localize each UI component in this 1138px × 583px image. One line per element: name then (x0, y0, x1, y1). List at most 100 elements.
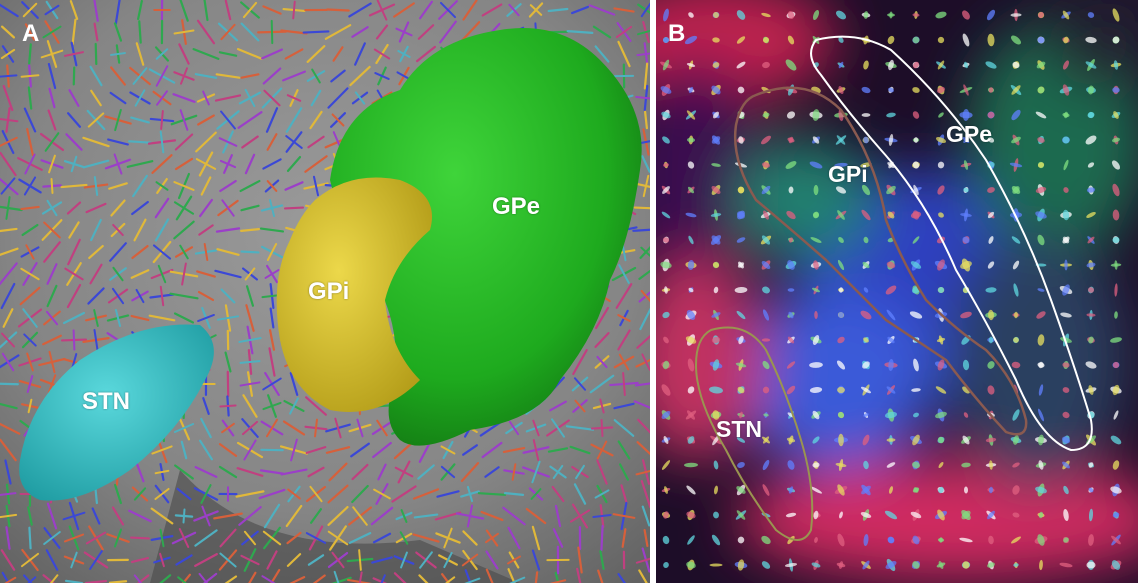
tensor-glyph (48, 350, 56, 374)
tensor-glyph (20, 552, 40, 568)
odf-glyph (686, 309, 696, 321)
odf-glyph (1088, 508, 1094, 522)
odf-glyph (938, 112, 944, 118)
odf-glyph (1037, 288, 1045, 292)
odf-glyph (1012, 485, 1020, 495)
odf-glyph (960, 261, 972, 269)
odf-glyph (913, 487, 919, 493)
odf-glyph (835, 10, 847, 20)
odf-glyph (1063, 36, 1069, 44)
tensor-glyph (174, 133, 194, 151)
tensor-glyph (24, 23, 36, 41)
tensor-glyph (44, 4, 60, 16)
odf-glyph (1112, 8, 1120, 22)
odf-glyph (887, 35, 895, 45)
odf-glyph (912, 210, 920, 220)
odf-glyph (988, 309, 994, 321)
tensor-glyph (594, 306, 610, 330)
odf-glyph (687, 436, 695, 444)
odf-glyph (985, 437, 997, 443)
odf-glyph (885, 285, 897, 295)
tensor-glyph (642, 174, 650, 198)
tensor-glyph (400, 509, 408, 523)
tensor-glyph (417, 24, 435, 40)
odf-glyph (687, 186, 695, 194)
tensor-glyph (130, 556, 150, 564)
tensor-glyph (261, 575, 276, 583)
tensor-glyph (263, 503, 281, 529)
tensor-glyph (613, 7, 635, 13)
odf-glyph (736, 211, 746, 219)
tensor-glyph (5, 526, 11, 550)
odf-glyph (1111, 137, 1121, 143)
tensor-glyph (156, 90, 168, 106)
tensor-glyph (262, 5, 282, 15)
tensor-glyph (509, 576, 526, 583)
odf-glyph (1012, 409, 1020, 421)
odf-glyph (937, 436, 945, 444)
odf-glyph (886, 462, 896, 468)
tensor-glyph (466, 485, 474, 503)
tensor-glyph (373, 488, 391, 500)
odf-glyph (1037, 86, 1045, 94)
odf-glyph (813, 510, 819, 520)
odf-glyph (709, 386, 723, 394)
odf-glyph (810, 237, 822, 243)
tensor-glyph (417, 464, 435, 480)
tensor-glyph (218, 51, 238, 57)
odf-glyph (737, 386, 745, 394)
odf-glyph (987, 111, 995, 119)
odf-glyph (1011, 109, 1021, 121)
tensor-glyph (596, 440, 608, 460)
odf-glyph (962, 435, 970, 445)
tensor-glyph (289, 576, 306, 583)
tensor-glyph (130, 269, 150, 279)
tensor-glyph (221, 422, 235, 434)
odf-glyph (862, 261, 870, 269)
tensor-glyph (197, 114, 215, 126)
odf-glyph (886, 386, 896, 394)
tensor-glyph (130, 314, 150, 322)
tensor-glyph (266, 133, 278, 151)
tensor-glyph (0, 549, 16, 571)
tensor-glyph (70, 551, 78, 569)
tensor-glyph (412, 488, 440, 500)
odf-glyph (661, 211, 671, 219)
tensor-glyph (532, 439, 540, 461)
odf-glyph (762, 360, 770, 370)
odf-glyph (1063, 485, 1069, 495)
tensor-glyph (636, 52, 650, 57)
odf-glyph (935, 386, 947, 394)
tensor-glyph (72, 329, 76, 351)
tensor-glyph (159, 528, 165, 548)
odf-glyph (688, 86, 694, 94)
tensor-glyph (286, 531, 302, 545)
tensor-glyph (259, 469, 285, 475)
tensor-glyph (549, 400, 567, 412)
tensor-glyph (198, 224, 214, 236)
tensor-glyph (196, 19, 216, 45)
tensor-glyph (216, 248, 240, 256)
tensor-glyph (240, 22, 260, 42)
odf-glyph (1110, 435, 1122, 445)
odf-glyph (960, 213, 972, 217)
tensor-glyph (4, 576, 17, 583)
tensor-glyph (244, 153, 256, 175)
tensor-glyph (40, 49, 64, 59)
tensor-glyph (1, 332, 15, 348)
tensor-glyph (352, 506, 368, 526)
odf-glyph (912, 561, 920, 569)
tensor-glyph (154, 218, 170, 242)
tensor-glyph (393, 572, 407, 583)
tensor-glyph (0, 151, 17, 177)
panel-b-fa-map: B STN GPi GPe (656, 0, 1138, 583)
stn-outline (694, 326, 814, 541)
tensor-glyph (93, 328, 99, 352)
odf-glyph (909, 311, 923, 319)
tensor-glyph (375, 24, 389, 40)
odf-glyph (838, 37, 844, 43)
odf-glyph (987, 137, 995, 143)
odf-glyph (837, 336, 845, 344)
odf-glyph-field (660, 8, 1122, 572)
odf-glyph (788, 186, 794, 194)
